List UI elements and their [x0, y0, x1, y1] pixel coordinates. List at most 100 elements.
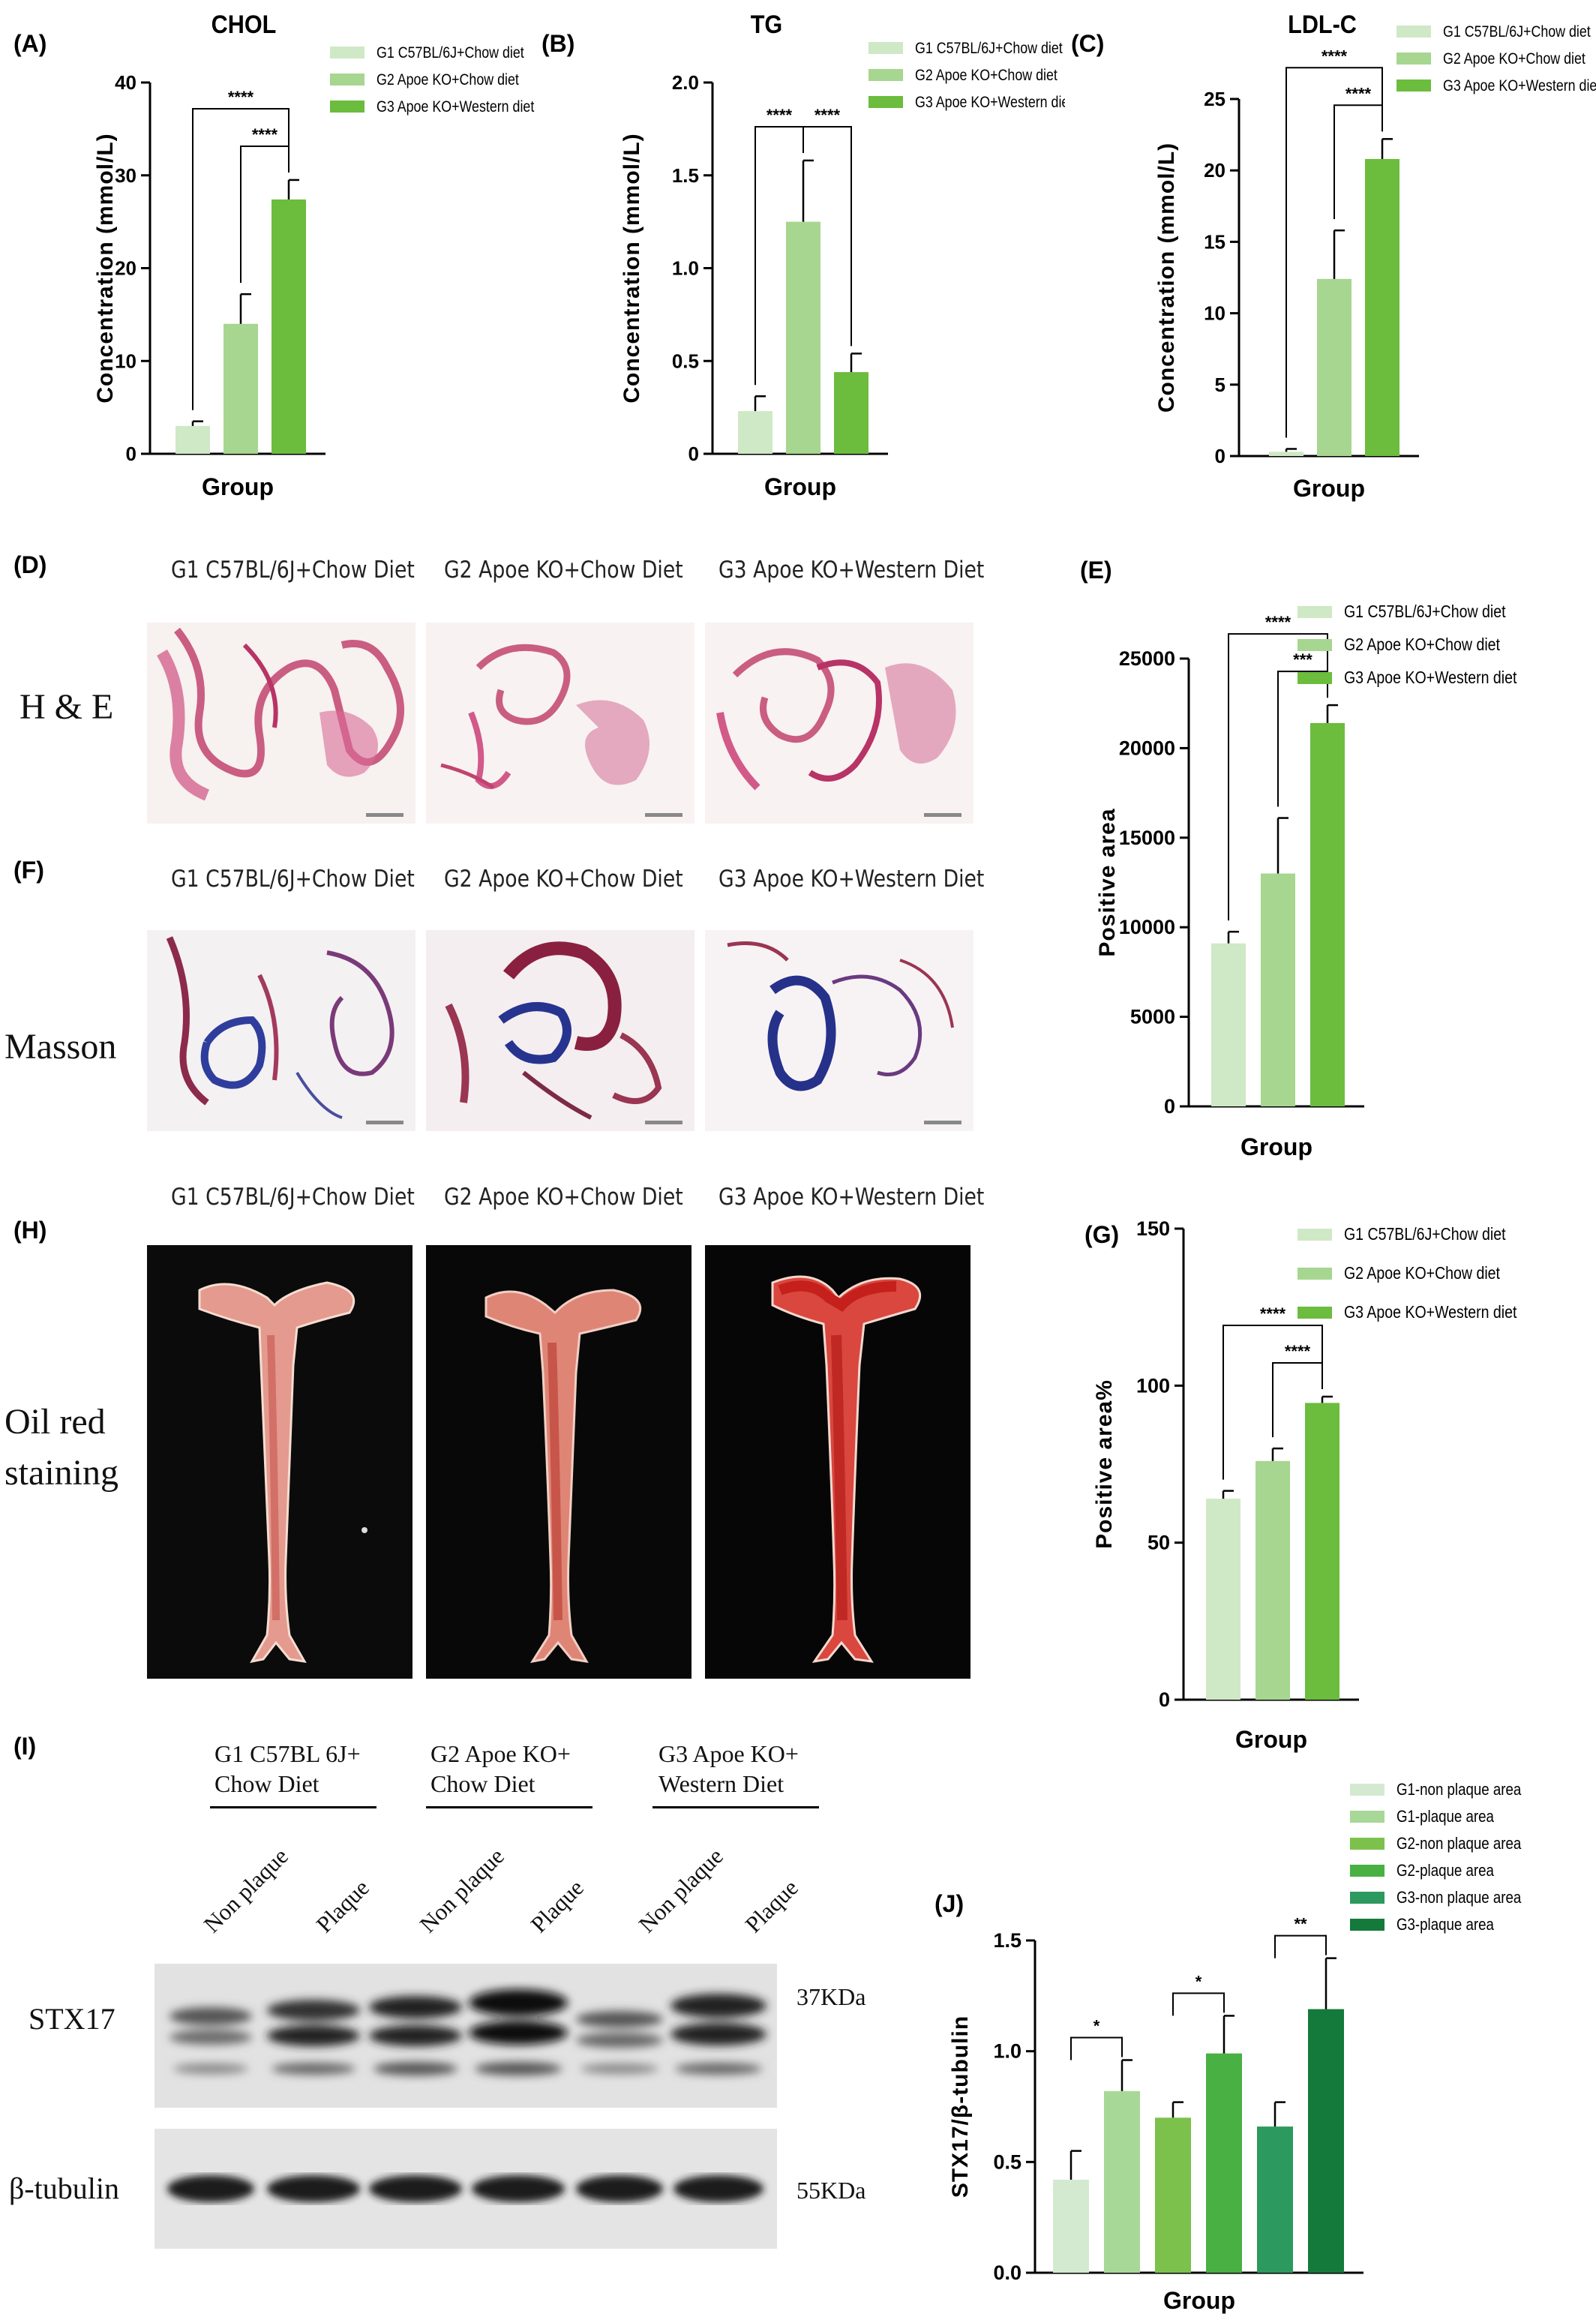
stx17-mw-label: 37KDa	[796, 1983, 866, 2010]
panel-label-g: (G)	[1084, 1221, 1120, 1248]
y-tick-label: 15000	[1119, 827, 1175, 849]
blot-group-g1-line2: Chow Diet	[214, 1770, 320, 1797]
blot-group-g3-line1: G3 Apoe KO+	[658, 1740, 799, 1767]
significance-label: ****	[1346, 84, 1372, 103]
significance-bracket	[1286, 67, 1383, 438]
legend-label: G1 C57BL/6J+Chow diet	[1344, 602, 1506, 622]
significance-label: ****	[766, 106, 793, 125]
chart-title: LDL-C	[1288, 11, 1357, 39]
positive-area-bar-chart: 0 5000 10000 15000 20000 25000 Positive area Gr…	[1095, 602, 1516, 1160]
blot-group-g1-line1: G1 C57BL 6J+	[214, 1740, 361, 1767]
y-tick-label: 10	[115, 350, 136, 372]
significance-label: ****	[1265, 613, 1292, 632]
legend-label: G3-plaque area	[1396, 1916, 1494, 1934]
significance-bracket	[1222, 1324, 1323, 1480]
legend-label: G2 Apoe KO+Chow diet	[376, 71, 519, 89]
x-axis-label: Group	[1240, 1133, 1312, 1160]
y-tick-label: 10	[1204, 302, 1226, 325]
significance-bracket	[802, 125, 852, 347]
legend-swatch	[1298, 606, 1332, 618]
he-title-g1: G1 C57BL/6J+Chow Diet	[171, 557, 415, 584]
oilred-image-g2	[426, 1245, 692, 1679]
lane-label-3: Non plaque	[414, 1842, 509, 1938]
legend-swatch	[1350, 1811, 1384, 1823]
stx17-blot	[154, 1964, 777, 2108]
he-image-g2	[426, 623, 694, 824]
significance-bracket	[1272, 1361, 1323, 1438]
bar	[834, 372, 868, 454]
lane-label-2: Plaque	[310, 1874, 374, 1938]
y-axis-label: Concentration (mmol/L)	[93, 133, 118, 403]
oilred-title-g1: G1 C57BL/6J+Chow Diet	[171, 1184, 415, 1211]
bar	[1308, 2009, 1344, 2273]
y-tick-label: 5000	[1130, 1006, 1175, 1028]
significance-bracket	[240, 145, 290, 284]
legend-label: G3 Apoe KO+Western diet	[1443, 77, 1596, 95]
masson-title-g1: G1 C57BL/6J+Chow Diet	[171, 866, 415, 893]
masson-image-g1	[147, 930, 416, 1131]
significance-bracket	[192, 107, 290, 410]
significance-bracket	[1070, 2036, 1123, 2060]
legend-swatch	[1350, 1892, 1384, 1904]
legend-swatch	[1396, 53, 1431, 65]
stx17-ratio-bar-chart: 0.00.51.01.5STX17/β-tubulinGroup****G1-n…	[948, 1781, 1522, 2314]
x-axis-label: Group	[764, 473, 836, 500]
y-axis-label: STX17/β-tubulin	[948, 2015, 973, 2198]
legend-label: G3-non plaque area	[1396, 1889, 1522, 1907]
y-tick-label: 0.0	[993, 2261, 1022, 2284]
significance-bracket	[1334, 104, 1383, 220]
legend-swatch	[1350, 1838, 1384, 1850]
legend-swatch	[1396, 26, 1431, 38]
y-tick-label: 1.5	[672, 164, 699, 187]
y-tick-label: 1.0	[993, 2040, 1022, 2063]
significance-bracket	[1228, 633, 1328, 921]
legend-label: G1 C57BL/6J+Chow diet	[1443, 23, 1591, 41]
bar	[1211, 943, 1246, 1106]
y-tick-label: 0	[126, 443, 136, 465]
legend-swatch	[1298, 1229, 1332, 1241]
he-image-g1	[147, 623, 416, 824]
significance-label: ****	[814, 106, 841, 125]
x-axis-label: Group	[1293, 475, 1365, 502]
bar	[1257, 2126, 1293, 2273]
y-axis-label: Concentration (mmol/L)	[620, 133, 644, 403]
significance-bracket	[1277, 671, 1328, 807]
x-axis-label: Group	[202, 473, 274, 500]
blot-group-g1-bar	[210, 1806, 376, 1808]
masson-image-g2	[426, 930, 694, 1131]
chol-bar-chart: CHOL 0 10 20 30 40 Concentration (mmol/L) Group…	[93, 11, 535, 500]
legend-swatch	[868, 96, 903, 108]
bar	[738, 411, 772, 454]
lane-label-6: Plaque	[740, 1874, 803, 1938]
panel-label-c: (C)	[1071, 30, 1105, 57]
lane-label-5: Non plaque	[633, 1842, 728, 1938]
bar	[1155, 2117, 1191, 2273]
significance-label: ****	[1322, 47, 1348, 65]
masson-title-g2: G2 Apoe KO+Chow Diet	[444, 866, 683, 893]
chart-title: TG	[751, 11, 782, 39]
chart-title: CHOL	[212, 11, 277, 39]
legend-swatch	[1298, 639, 1332, 651]
y-tick-label: 25	[1204, 88, 1226, 110]
y-axis-label: Positive area%	[1092, 1379, 1117, 1549]
significance-label: ****	[228, 88, 254, 107]
he-title-g3: G3 Apoe KO+Western Diet	[718, 557, 985, 584]
x-axis-label: Group	[1235, 1726, 1307, 1753]
he-image-g3	[705, 623, 974, 824]
panel-label-e: (E)	[1080, 557, 1112, 584]
legend-swatch	[1298, 1307, 1332, 1319]
legend-swatch	[330, 74, 364, 86]
oilred-row-label-2: staining	[4, 1453, 118, 1493]
oilred-image-g1	[147, 1245, 412, 1679]
he-title-g2: G2 Apoe KO+Chow Diet	[444, 557, 683, 584]
bar	[1365, 158, 1400, 456]
y-axis-label: Positive area	[1095, 808, 1120, 956]
legend-swatch	[1298, 672, 1332, 684]
bar	[1206, 2053, 1242, 2273]
x-axis-label: Group	[1163, 2287, 1235, 2314]
tubulin-mw-label: 55KDa	[796, 2177, 866, 2204]
lane-label-1: Non plaque	[198, 1842, 293, 1938]
legend-label: G1-plaque area	[1396, 1808, 1494, 1826]
bar	[1256, 1460, 1290, 1700]
tg-bar-chart: TG 0 0.5 1.0 1.5 2.0 Concentration (mmol/L) Gro…	[620, 11, 1065, 500]
